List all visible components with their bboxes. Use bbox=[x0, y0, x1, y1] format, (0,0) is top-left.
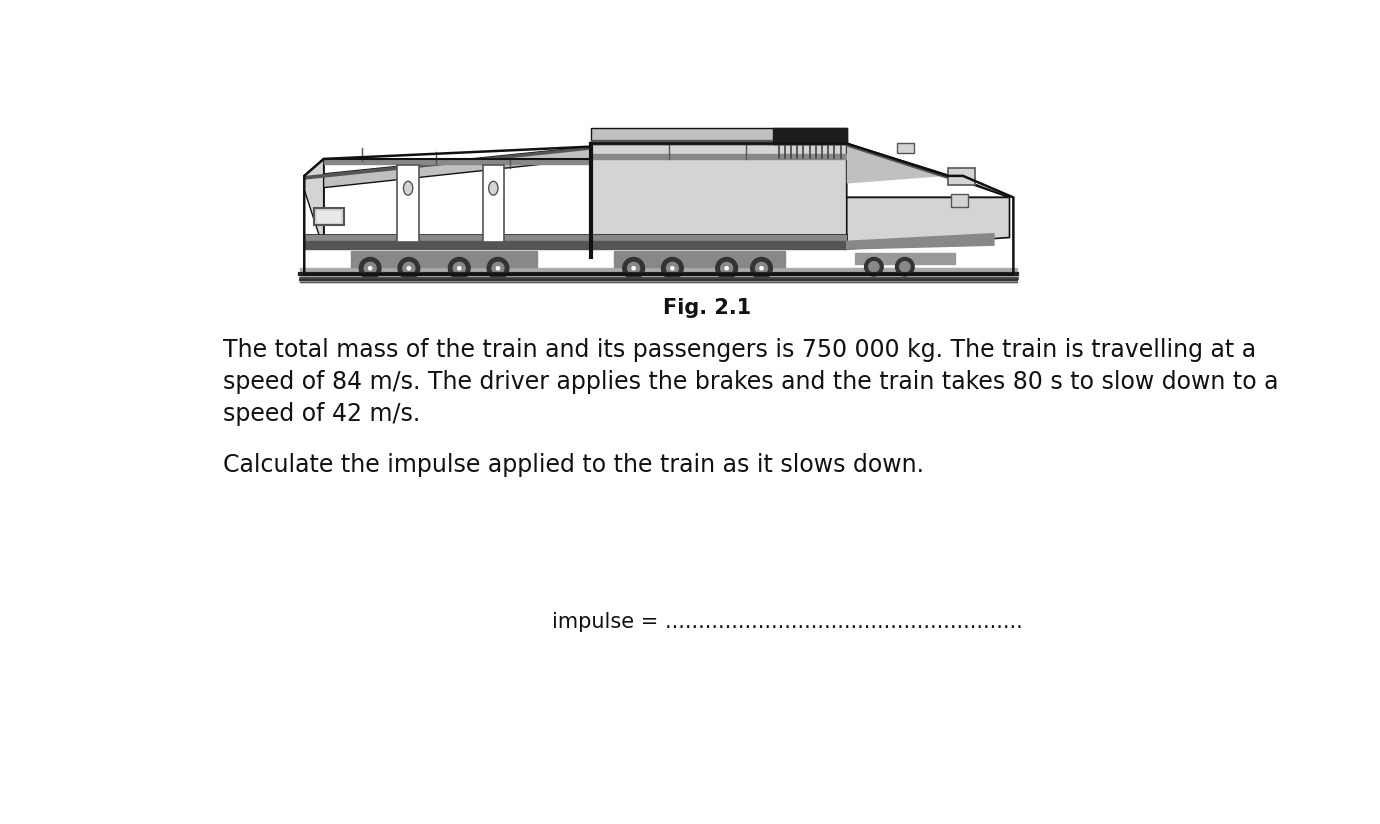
Bar bbox=[351, 251, 537, 267]
Circle shape bbox=[628, 262, 639, 274]
Circle shape bbox=[368, 267, 371, 270]
Bar bbox=[324, 159, 591, 164]
Bar bbox=[591, 153, 847, 159]
Circle shape bbox=[661, 258, 683, 279]
Circle shape bbox=[364, 262, 377, 274]
Bar bbox=[316, 210, 341, 222]
Circle shape bbox=[869, 262, 879, 272]
Circle shape bbox=[671, 267, 673, 270]
Circle shape bbox=[359, 258, 381, 279]
Bar bbox=[591, 129, 847, 143]
Circle shape bbox=[493, 262, 504, 274]
Bar bbox=[591, 241, 847, 249]
Bar bbox=[854, 253, 955, 265]
Circle shape bbox=[453, 262, 465, 274]
Polygon shape bbox=[847, 143, 1010, 198]
Polygon shape bbox=[847, 234, 994, 249]
Polygon shape bbox=[304, 159, 324, 249]
Circle shape bbox=[667, 262, 679, 274]
Text: speed of 42 m/s.: speed of 42 m/s. bbox=[224, 402, 420, 426]
Circle shape bbox=[716, 258, 737, 279]
Bar bbox=[897, 143, 914, 152]
Text: impulse = ......................................................: impulse = ..............................… bbox=[552, 612, 1023, 633]
Polygon shape bbox=[847, 143, 948, 179]
Bar bbox=[591, 140, 847, 143]
Polygon shape bbox=[847, 143, 948, 184]
Circle shape bbox=[497, 267, 500, 270]
Bar bbox=[591, 143, 847, 249]
Polygon shape bbox=[304, 147, 591, 180]
Circle shape bbox=[632, 267, 635, 270]
Circle shape bbox=[724, 267, 729, 270]
Circle shape bbox=[403, 262, 415, 274]
Polygon shape bbox=[304, 147, 591, 190]
Ellipse shape bbox=[489, 181, 498, 195]
Circle shape bbox=[458, 267, 461, 270]
Text: speed of 84 m/s. The driver applies the brakes and the train takes 80 s to slow : speed of 84 m/s. The driver applies the … bbox=[224, 370, 1278, 394]
Circle shape bbox=[900, 262, 909, 272]
Text: Fig. 2.1: Fig. 2.1 bbox=[664, 297, 751, 317]
Bar bbox=[397, 165, 420, 242]
Bar bbox=[483, 165, 504, 242]
Bar bbox=[773, 129, 847, 143]
Text: The total mass of the train and its passengers is 750 000 kg. The train is trave: The total mass of the train and its pass… bbox=[224, 338, 1256, 362]
Bar bbox=[948, 168, 974, 185]
Bar bbox=[614, 251, 785, 267]
Circle shape bbox=[407, 267, 410, 270]
Circle shape bbox=[397, 258, 420, 279]
Polygon shape bbox=[847, 143, 1010, 198]
Circle shape bbox=[865, 258, 883, 276]
Bar bbox=[324, 159, 591, 249]
Bar bbox=[304, 241, 591, 249]
Text: Calculate the impulse applied to the train as it slows down.: Calculate the impulse applied to the tra… bbox=[224, 453, 923, 477]
Circle shape bbox=[755, 262, 767, 274]
Circle shape bbox=[622, 258, 644, 279]
Bar bbox=[301, 269, 1017, 282]
Bar bbox=[951, 194, 969, 207]
Ellipse shape bbox=[403, 181, 413, 195]
Circle shape bbox=[760, 267, 763, 270]
Circle shape bbox=[487, 258, 509, 279]
Circle shape bbox=[720, 262, 733, 274]
Circle shape bbox=[751, 258, 773, 279]
Circle shape bbox=[448, 258, 471, 279]
Bar bbox=[591, 234, 847, 241]
Bar bbox=[315, 208, 344, 225]
Polygon shape bbox=[847, 198, 1010, 249]
Bar bbox=[304, 234, 591, 241]
Circle shape bbox=[896, 258, 914, 276]
